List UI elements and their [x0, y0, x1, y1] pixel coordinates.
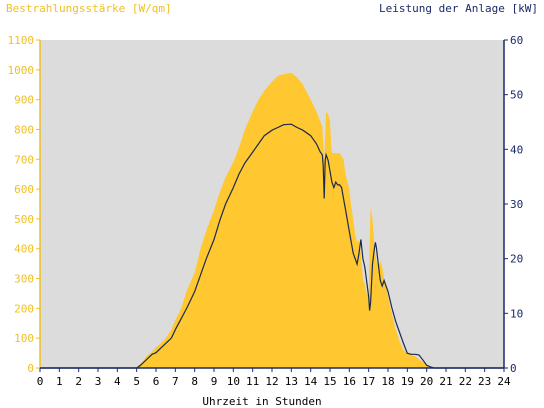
left-tick-label: 100 [14, 332, 34, 345]
left-tick-label: 600 [14, 183, 34, 196]
x-tick-label: 18 [381, 375, 394, 388]
x-tick-label: 24 [497, 375, 511, 388]
x-tick-label: 1 [56, 375, 63, 388]
right-axis-title: Leistung der Anlage [kW] [379, 2, 538, 15]
x-tick-label: 7 [172, 375, 179, 388]
x-tick-label: 19 [401, 375, 414, 388]
x-tick-label: 17 [362, 375, 375, 388]
right-tick-label: 30 [510, 198, 523, 211]
x-tick-label: 13 [285, 375, 298, 388]
irradiance-area [40, 72, 504, 369]
x-tick-label: 16 [343, 375, 356, 388]
x-tick-label: 21 [439, 375, 452, 388]
left-tick-label: 700 [14, 153, 34, 166]
right-tick-label: 20 [510, 253, 523, 266]
left-tick-label: 0 [27, 362, 34, 375]
x-tick-label: 9 [211, 375, 218, 388]
x-tick-label: 12 [265, 375, 278, 388]
x-tick-label: 5 [133, 375, 140, 388]
left-tick-label: 1000 [8, 64, 35, 77]
left-tick-label: 800 [14, 123, 34, 136]
power-line [40, 123, 504, 369]
x-tick-label: 3 [95, 375, 102, 388]
left-tick-label: 500 [14, 213, 34, 226]
x-tick-label: 4 [114, 375, 121, 388]
x-tick-label: 22 [459, 375, 472, 388]
left-tick-label: 1100 [8, 34, 35, 47]
x-tick-label: 10 [227, 375, 240, 388]
x-axis-title: Uhrzeit in Stunden [202, 395, 321, 408]
x-tick-label: 23 [478, 375, 491, 388]
x-tick-label: 20 [420, 375, 433, 388]
left-axis-title: Bestrahlungsstärke [W/qm] [6, 2, 172, 15]
right-tick-label: 50 [510, 89, 523, 102]
x-tick-label: 8 [191, 375, 198, 388]
x-tick-label: 0 [37, 375, 44, 388]
right-tick-label: 10 [510, 307, 523, 320]
left-tick-label: 300 [14, 273, 34, 286]
x-tick-label: 14 [304, 375, 318, 388]
axes: 0100200300400500600700800900100011000102… [8, 34, 524, 388]
x-tick-label: 15 [323, 375, 336, 388]
x-tick-label: 11 [246, 375, 259, 388]
right-tick-label: 40 [510, 143, 523, 156]
left-tick-label: 200 [14, 302, 34, 315]
left-tick-label: 400 [14, 243, 34, 256]
right-tick-label: 0 [510, 362, 517, 375]
x-tick-label: 6 [153, 375, 160, 388]
right-tick-label: 60 [510, 34, 523, 47]
left-tick-label: 900 [14, 94, 34, 107]
x-tick-label: 2 [75, 375, 82, 388]
